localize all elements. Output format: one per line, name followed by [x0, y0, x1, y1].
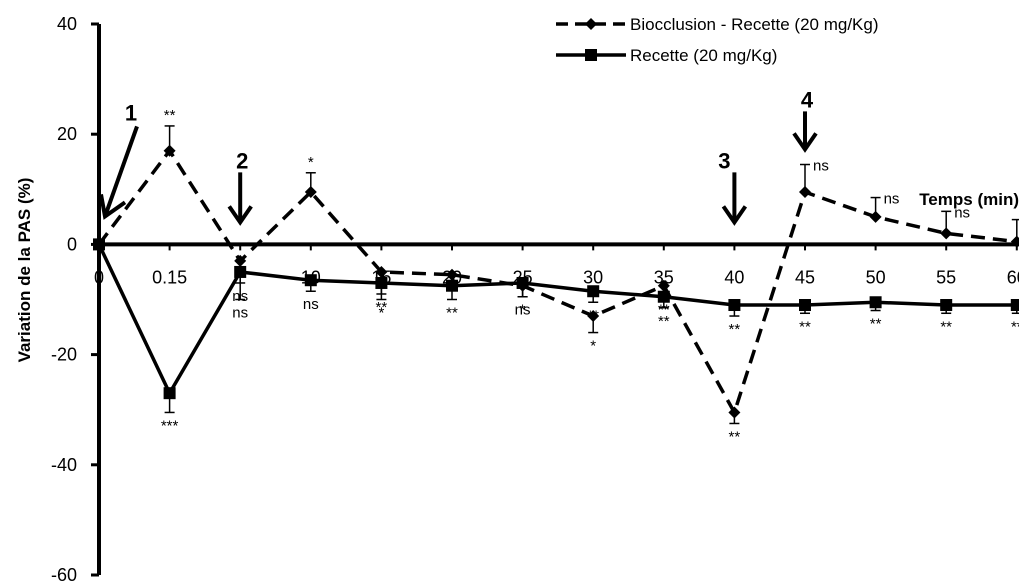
- square-marker: [728, 299, 741, 312]
- arrow-number: 2: [236, 148, 248, 173]
- y-tick-label: 0: [67, 234, 77, 254]
- series-markers: [93, 144, 1019, 419]
- x-tick-label: 45: [795, 267, 815, 287]
- x-tick-label: 60: [1007, 267, 1019, 287]
- significance-label: ns: [884, 191, 900, 208]
- diamond-marker: [869, 210, 882, 223]
- diamond-marker: [1010, 235, 1019, 248]
- series-lines: [97, 147, 1018, 417]
- significance-label: *: [520, 302, 526, 319]
- arrow-number: 4: [801, 87, 814, 112]
- x-tick-label: 55: [936, 267, 956, 287]
- significance-label: ns: [232, 288, 248, 305]
- x-tick-label: 50: [866, 267, 886, 287]
- y-tick-label: -40: [51, 455, 77, 475]
- square-marker: [446, 279, 458, 292]
- arrow-number: 3: [718, 148, 730, 173]
- significance-label: *: [378, 305, 384, 322]
- significance-label: ns: [813, 158, 829, 175]
- diamond-marker: [446, 268, 458, 281]
- significance-label: ns: [232, 305, 248, 322]
- arrow-head: [99, 194, 127, 220]
- square-marker: [304, 274, 317, 287]
- diamond-marker: [375, 265, 388, 278]
- significance-label: **: [658, 313, 670, 330]
- diamond-marker: [940, 227, 953, 240]
- significance-label: *: [590, 338, 596, 355]
- significance-label: ns: [303, 296, 319, 313]
- arrow-3: 3: [718, 148, 748, 226]
- significance-label: **: [940, 318, 952, 335]
- square-marker: [869, 296, 882, 309]
- significance-label: ***: [161, 417, 179, 434]
- arrow-2: 2: [227, 148, 253, 226]
- arrow-1: 1: [99, 100, 139, 220]
- square-marker: [163, 387, 176, 400]
- arrow-4: 4: [792, 87, 818, 153]
- square-marker: [516, 276, 529, 289]
- significance-label: **: [729, 428, 741, 445]
- diamond-marker: [304, 186, 317, 199]
- diamond-marker: [234, 254, 247, 267]
- significance-label: **: [376, 299, 388, 316]
- significance-label: ns: [515, 302, 531, 319]
- y-axis-label: Variation de la PAS (%): [15, 178, 34, 363]
- legend-square-marker: [585, 49, 597, 61]
- diamond-marker: [587, 310, 600, 323]
- series-line-biocclusion: [97, 147, 1018, 417]
- square-marker: [799, 299, 811, 312]
- x-axis-label: Temps (min): [919, 190, 1019, 209]
- significance-label: **: [799, 318, 811, 335]
- legend-diamond-marker: [585, 18, 597, 30]
- x-tick-label: 40: [724, 267, 744, 287]
- y-tick-label: 20: [57, 124, 77, 144]
- arrow-head: [721, 205, 748, 226]
- diamond-marker: [728, 406, 741, 419]
- square-marker: [234, 265, 247, 278]
- significance-label: **: [1011, 318, 1019, 335]
- square-marker: [657, 290, 670, 303]
- series-line-recette: [97, 243, 1017, 397]
- legend-label: Recette (20 mg/Kg): [630, 46, 777, 65]
- legend-item-recette: Recette (20 mg/Kg): [556, 46, 777, 65]
- significance-label: **: [446, 305, 458, 322]
- square-marker: [93, 238, 105, 251]
- legend: Biocclusion - Recette (20 mg/Kg) Recette …: [556, 15, 879, 65]
- square-marker: [375, 276, 388, 289]
- x-tick-label: 0.15: [152, 267, 187, 287]
- square-marker: [1010, 299, 1019, 312]
- y-tick-label: -60: [51, 565, 77, 584]
- x-tick-label: 35: [654, 267, 674, 287]
- x-tick-label: 30: [583, 267, 603, 287]
- significance-label: **: [587, 307, 599, 324]
- legend-label: Biocclusion - Recette (20 mg/Kg): [630, 15, 879, 34]
- significance-labels: **ns********nsnsnsns***nsns****ns*******…: [161, 107, 1019, 446]
- y-tick-label: -20: [51, 345, 77, 365]
- significance-label: **: [658, 302, 670, 319]
- arrow-head: [792, 132, 818, 153]
- y-tick-label: 40: [57, 14, 77, 34]
- event-arrows: 1 2 3 4: [99, 87, 818, 226]
- significance-label: **: [164, 107, 176, 124]
- arrow-shaft: [103, 125, 139, 218]
- significance-label: *: [308, 154, 314, 171]
- arrow-head: [227, 205, 253, 226]
- diamond-marker: [163, 144, 176, 157]
- significance-label: ns: [954, 204, 970, 221]
- square-marker: [940, 299, 953, 312]
- significance-label: **: [870, 316, 882, 333]
- diamond-marker: [799, 186, 811, 199]
- square-marker: [587, 285, 600, 298]
- arrow-number: 1: [125, 100, 137, 125]
- diamond-marker: [657, 279, 670, 292]
- significance-label: **: [729, 321, 741, 338]
- x-tick-label: 0: [94, 267, 104, 287]
- legend-item-biocclusion: Biocclusion - Recette (20 mg/Kg): [556, 15, 879, 34]
